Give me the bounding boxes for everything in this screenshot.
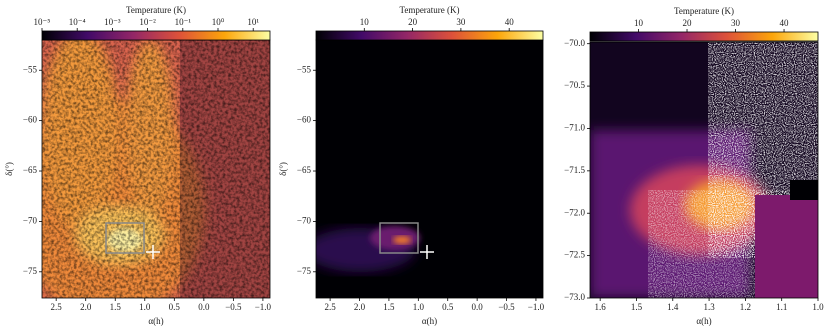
colorbar-tick-label: 40 [505,17,515,27]
x-tick-label: 2.0 [80,302,92,312]
y-tick-label: −60 [297,115,312,125]
x-tick-label: 0.0 [472,302,484,312]
y-tick-label: −75 [297,266,312,276]
x-tick-label: 1.1 [776,302,787,312]
x-tick-label: 2.0 [354,302,366,312]
colorbar-tick-label: 10⁻¹ [175,17,192,27]
y-axis-label: δ(°) [278,162,288,176]
x-tick-label: 2.5 [51,302,63,312]
colorbar-tick-label: 10⁻³ [104,17,121,27]
y-tick-label: −55 [23,64,38,74]
colorbar-tick-label: 20 [683,18,693,28]
colorbar-tick-label: 10 [360,17,370,27]
x-tick-label: 0.5 [442,302,454,312]
y-tick-label: −71.5 [564,165,585,175]
y-tick-label: −71.0 [564,123,585,133]
x-axis-label: α(h) [148,316,163,326]
y-tick-label: −75 [23,266,38,276]
y-tick-label: −70.0 [564,38,585,48]
x-tick-label: 1.3 [703,302,715,312]
x-tick-label: 1.5 [631,302,643,312]
x-tick-label: 2.5 [324,302,336,312]
x-tick-label: 1.5 [110,302,122,312]
x-tick-label: 0.0 [198,302,210,312]
colorbar-label: Temperature (K) [126,5,186,15]
x-tick-label: 1.4 [667,302,679,312]
y-tick-label: −70.5 [564,80,585,90]
x-tick-label: −1.0 [528,302,545,312]
colorbar-tick-label: 10⁻⁴ [69,17,86,27]
colorbar-tick-label: 10 [634,18,644,28]
x-tick-label: 1.2 [740,302,751,312]
heatmap-image [590,42,818,298]
x-tick-label: −0.5 [498,302,515,312]
colorbar-tick-label: 10⁻⁵ [34,17,51,27]
heatmap-image [316,40,543,298]
colorbar-label: Temperature (K) [399,5,459,15]
y-tick-label: −72.5 [564,250,585,260]
y-tick-label: −70 [23,215,38,225]
colorbar-tick-label: 10⁰ [212,17,225,27]
region-box [105,222,434,259]
heatmap-image [42,40,270,298]
x-tick-label: 1.6 [595,302,607,312]
x-tick-label: −0.5 [225,302,242,312]
x-axis-label: α(h) [696,316,711,326]
y-tick-label: −72.0 [564,207,585,217]
y-tick-label: −65 [297,165,312,175]
colorbar-tick-label: 30 [456,17,466,27]
colorbar-tick-label: 10⁻² [139,17,156,27]
y-tick-label: −55 [297,64,312,74]
colorbar-tick-label: 40 [780,18,790,28]
y-tick-label: −60 [23,115,38,125]
plot-frame [589,41,819,299]
colorbar [41,30,271,41]
colorbar-tick-label: 30 [731,18,741,28]
colorbar-label: Temperature (K) [674,6,734,16]
x-tick-label: 1.5 [383,302,395,312]
x-tick-label: 1.0 [139,302,151,312]
x-axis-label: α(h) [422,316,437,326]
x-tick-label: 1.0 [413,302,425,312]
y-tick-label: −73.0 [564,292,585,302]
x-tick-label: 1.0 [812,302,824,312]
y-tick-label: −65 [23,165,38,175]
colorbar [589,31,819,42]
x-tick-label: 0.5 [169,302,181,312]
y-axis-label: δ(°) [4,162,14,176]
colorbar [315,30,544,41]
x-tick-label: −1.0 [255,302,272,312]
colorbar-tick-label: 20 [408,17,418,27]
y-tick-label: −70 [297,215,312,225]
colorbar-tick-label: 10¹ [247,17,259,27]
